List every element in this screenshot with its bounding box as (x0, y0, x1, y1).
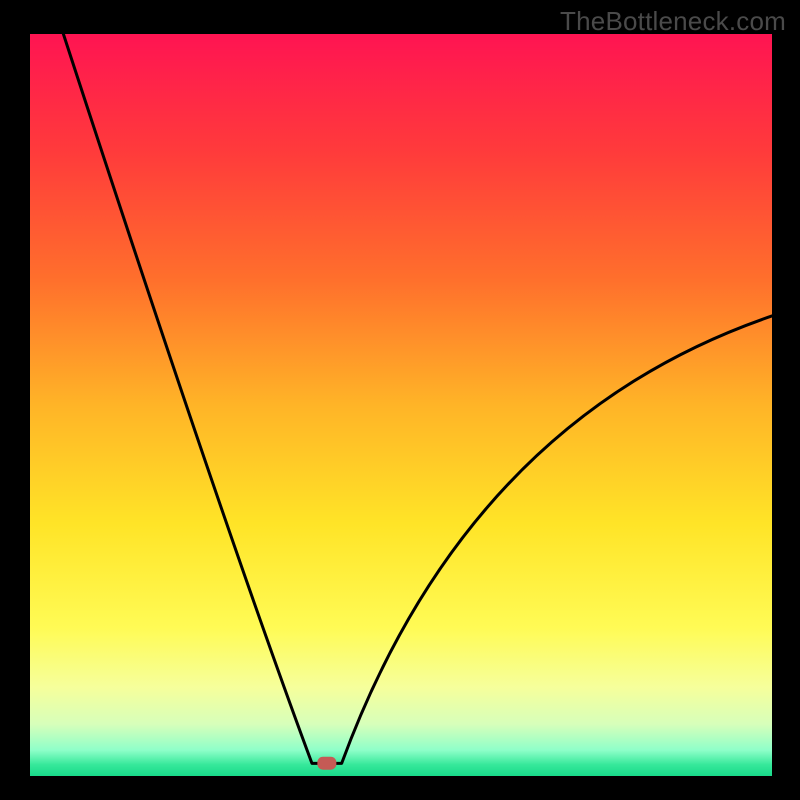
plot-gradient-background (30, 34, 772, 776)
plot-area (30, 34, 772, 776)
chart-stage: TheBottleneck.com (0, 0, 800, 800)
watermark-label: TheBottleneck.com (560, 6, 786, 37)
optimal-point-marker (317, 757, 336, 770)
